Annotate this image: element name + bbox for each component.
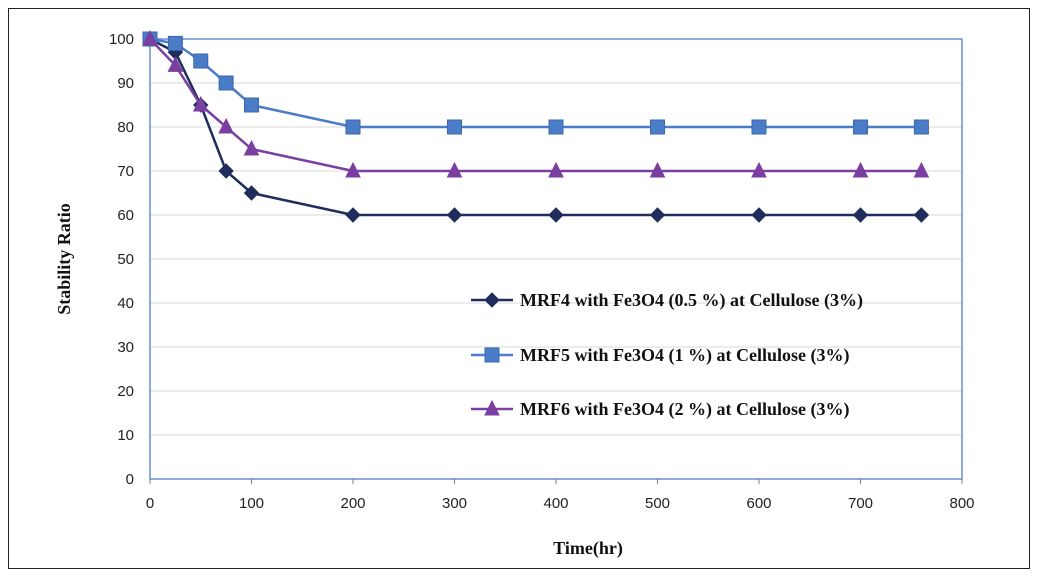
data-point	[649, 207, 666, 223]
data-point	[853, 119, 868, 135]
x-axis-title: Time(hr)	[553, 538, 623, 559]
data-point	[447, 119, 462, 135]
data-point	[548, 161, 564, 178]
y-axis-title: Stability Ratio	[54, 203, 74, 315]
data-point	[913, 161, 930, 178]
data-point	[913, 119, 929, 135]
y-tick-label: 50	[117, 251, 134, 268]
y-tick-label: 80	[117, 119, 134, 136]
y-tick-label: 100	[109, 31, 134, 48]
data-point	[244, 97, 259, 113]
x-tick-label: 600	[746, 495, 771, 512]
series-layer	[142, 29, 930, 223]
chart-frame: 0 10 20 30 40 50 60 70 80 90 100 0 100 200 300 400 500 6…	[8, 8, 1030, 569]
data-point	[218, 117, 234, 134]
x-tick-label: 400	[543, 495, 568, 512]
y-tick-label: 30	[117, 339, 134, 356]
data-point	[345, 119, 361, 135]
legend: MRF4 with Fe3O4 (0.5 %) at Cellulose (3%…	[471, 290, 863, 420]
data-point	[852, 207, 869, 223]
data-point	[649, 161, 666, 178]
legend-label: MRF4 with Fe3O4 (0.5 %) at Cellulose (3%…	[520, 290, 863, 311]
data-point	[192, 95, 209, 112]
legend-marker	[484, 399, 500, 416]
data-point	[167, 56, 184, 72]
data-point	[446, 207, 463, 223]
data-point	[751, 161, 767, 178]
series-2	[142, 31, 929, 135]
series-line	[149, 38, 922, 173]
y-tick-label: 10	[117, 427, 134, 444]
y-tick-label: 20	[117, 383, 134, 400]
data-point	[913, 207, 930, 223]
x-tick-label: 100	[239, 495, 264, 512]
legend-item-2: MRF5 with Fe3O4 (1 %) at Cellulose (3%)	[471, 345, 849, 366]
x-tick-label: 700	[848, 495, 873, 512]
x-tick-label: 300	[442, 495, 467, 512]
y-tick-label: 0	[126, 471, 134, 488]
data-point	[345, 161, 361, 178]
legend-label: MRF6 with Fe3O4 (2 %) at Cellulose (3%)	[520, 399, 849, 420]
y-axis-ticks: 0 10 20 30 40 50 60 70 80 90 100	[109, 31, 134, 488]
x-tick-label: 200	[340, 495, 365, 512]
stability-ratio-chart: 0 10 20 30 40 50 60 70 80 90 100 0 100 200 300 400 500 6…	[54, 29, 975, 559]
data-point	[193, 53, 209, 69]
y-tick-label: 90	[117, 75, 134, 92]
data-point	[751, 119, 767, 135]
data-point	[218, 75, 234, 91]
legend-item-3: MRF6 with Fe3O4 (2 %) at Cellulose (3%)	[471, 399, 849, 420]
data-point	[548, 119, 564, 135]
y-tick-label: 70	[117, 163, 134, 180]
x-tick-label: 0	[146, 495, 154, 512]
x-axis-ticks: 0 100 200 300 400 500 600 700 800	[146, 479, 975, 512]
x-tick-label: 800	[949, 495, 974, 512]
data-point	[446, 161, 463, 178]
data-point	[218, 163, 234, 179]
legend-item-1: MRF4 with Fe3O4 (0.5 %) at Cellulose (3%…	[471, 290, 863, 311]
data-point	[142, 29, 158, 46]
legend-marker	[484, 292, 500, 308]
data-point	[243, 139, 260, 156]
data-point	[852, 161, 869, 178]
data-point	[243, 185, 260, 201]
series-3	[142, 29, 930, 178]
x-tick-label: 500	[645, 495, 670, 512]
y-tick-label: 40	[117, 295, 134, 312]
legend-label: MRF5 with Fe3O4 (1 %) at Cellulose (3%)	[520, 345, 849, 366]
y-tick-label: 60	[117, 207, 134, 224]
data-point	[650, 119, 665, 135]
data-point	[167, 35, 183, 51]
data-point	[345, 207, 361, 223]
data-point	[548, 207, 564, 223]
data-point	[751, 207, 767, 223]
legend-marker	[484, 347, 500, 363]
